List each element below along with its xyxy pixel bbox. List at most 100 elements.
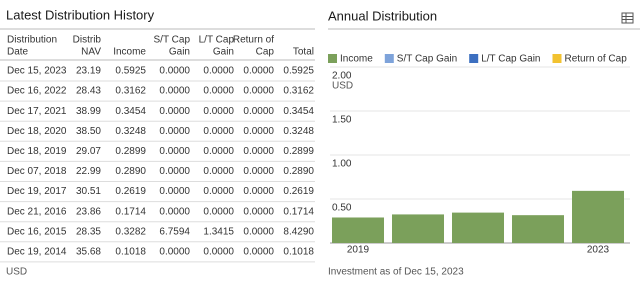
legend-label: S/T Cap Gain [397, 54, 457, 65]
table-cell: Dec 16, 2015 [7, 226, 67, 237]
table-cell: 0.0000 [243, 226, 274, 237]
table-cell: 0.0000 [203, 126, 234, 137]
table-cell: 35.68 [76, 247, 101, 258]
y-tick-label: 1.00 [332, 159, 352, 170]
table-cell: 0.5925 [115, 66, 146, 77]
table-cell: 0.0000 [243, 106, 274, 117]
table-cell: 0.0000 [203, 206, 234, 217]
table-cell: 28.35 [76, 226, 101, 237]
table-cell: 22.99 [76, 166, 101, 177]
table-cell: 0.0000 [159, 146, 190, 157]
column-header: Distrib [73, 35, 102, 46]
table-cell: 0.3162 [115, 86, 146, 97]
table-cell: 0.3248 [115, 126, 146, 137]
column-header: Income [113, 47, 146, 58]
table-cell: 8.4290 [283, 226, 314, 237]
legend-label: Return of Cap [565, 54, 628, 65]
column-header: Gain [169, 47, 190, 58]
legend-swatch [384, 54, 394, 63]
table-icon[interactable] [621, 12, 634, 24]
table-cell: 0.3248 [283, 126, 314, 137]
column-header: S/T Cap [154, 35, 191, 46]
table-cell: Dec 21, 2016 [7, 206, 67, 217]
table-footnote: USD [6, 267, 27, 278]
y-tick-label: 0.50 [332, 203, 352, 214]
table-cell: 0.0000 [159, 206, 190, 217]
table-cell: 0.5925 [283, 66, 314, 77]
table-cell: 0.0000 [159, 126, 190, 137]
column-header: Gain [213, 47, 234, 58]
table-cell: 0.3454 [115, 106, 146, 117]
column-header: Distribution [7, 35, 57, 46]
table-cell: 29.07 [76, 146, 101, 157]
column-header: L/T Cap [199, 35, 235, 46]
table-cell: 23.86 [76, 206, 101, 217]
table-cell: 0.0000 [203, 186, 234, 197]
table-cell: 0.0000 [243, 66, 274, 77]
table-cell: Dec 19, 2014 [7, 247, 67, 258]
bar [512, 215, 564, 243]
table-cell: 30.51 [76, 186, 101, 197]
legend-label: Income [340, 54, 373, 65]
bar [332, 217, 384, 243]
table-cell: 0.2619 [283, 186, 314, 197]
table-cell: 0.3282 [115, 226, 146, 237]
table-cell: 0.0000 [243, 86, 274, 97]
table-cell: 0.2899 [283, 146, 314, 157]
column-header: NAV [81, 47, 101, 58]
table-cell: 0.0000 [159, 66, 190, 77]
column-header: Cap [256, 47, 275, 58]
table-cell: 0.0000 [159, 186, 190, 197]
table-cell: 38.99 [76, 106, 101, 117]
table-cell: 28.43 [76, 86, 101, 97]
table-cell: 0.0000 [159, 106, 190, 117]
table-cell: 0.1714 [115, 206, 146, 217]
legend-label: L/T Cap Gain [481, 54, 540, 65]
table-cell: 1.3415 [203, 226, 234, 237]
table-cell: 6.7594 [159, 226, 190, 237]
table-cell: 0.0000 [243, 126, 274, 137]
table-cell: 23.19 [76, 66, 101, 77]
table-cell: 0.2890 [283, 166, 314, 177]
table-title: Latest Distribution History [6, 7, 155, 22]
table-cell: 0.1018 [283, 247, 314, 258]
table-cell: 0.0000 [159, 247, 190, 258]
y-tick-label: 2.00 [332, 71, 352, 82]
table-cell: 0.0000 [203, 146, 234, 157]
chart-title: Annual Distribution [328, 8, 437, 23]
table-cell: 0.0000 [203, 86, 234, 97]
bar [572, 190, 624, 243]
table-cell: 0.0000 [203, 166, 234, 177]
table-cell: 0.1714 [283, 206, 314, 217]
table-cell: 0.0000 [243, 146, 274, 157]
column-header: Date [7, 47, 29, 58]
y-tick-label: 1.50 [332, 115, 352, 126]
table-cell: Dec 19, 2017 [7, 186, 67, 197]
table-cell: 0.0000 [203, 247, 234, 258]
table-cell: 0.0000 [243, 247, 274, 258]
table-cell: 0.0000 [243, 206, 274, 217]
table-cell: 0.0000 [243, 166, 274, 177]
table-cell: 0.0000 [243, 186, 274, 197]
y-unit: USD [332, 81, 353, 92]
table-cell: 38.50 [76, 126, 101, 137]
column-header: Return of [233, 35, 274, 46]
chart-footnote: Investment as of Dec 15, 2023 [328, 267, 464, 278]
x-tick-label: 2023 [587, 245, 610, 256]
legend-swatch [469, 54, 479, 63]
table-cell: 0.2899 [115, 146, 146, 157]
table-cell: 0.2890 [115, 166, 146, 177]
table-cell: 0.0000 [159, 166, 190, 177]
table-cell: Dec 17, 2021 [7, 106, 67, 117]
legend-swatch [552, 54, 562, 63]
column-header: Total [293, 47, 314, 58]
table-cell: 0.1018 [115, 247, 146, 258]
table-cell: Dec 07, 2018 [7, 166, 67, 177]
bar [392, 214, 444, 243]
table-cell: 0.0000 [203, 106, 234, 117]
table-cell: 0.0000 [159, 86, 190, 97]
table-cell: Dec 16, 2022 [7, 86, 67, 97]
x-tick-label: 2019 [347, 245, 370, 256]
